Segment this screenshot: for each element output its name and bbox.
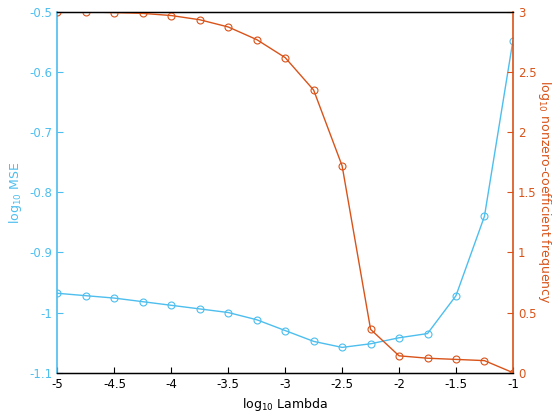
Y-axis label: log$_{10}$ nonzero-coefficient frequency: log$_{10}$ nonzero-coefficient frequency [536, 81, 553, 304]
X-axis label: log$_{10}$ Lambda: log$_{10}$ Lambda [242, 396, 328, 413]
Y-axis label: log$_{10}$ MSE: log$_{10}$ MSE [7, 161, 24, 223]
